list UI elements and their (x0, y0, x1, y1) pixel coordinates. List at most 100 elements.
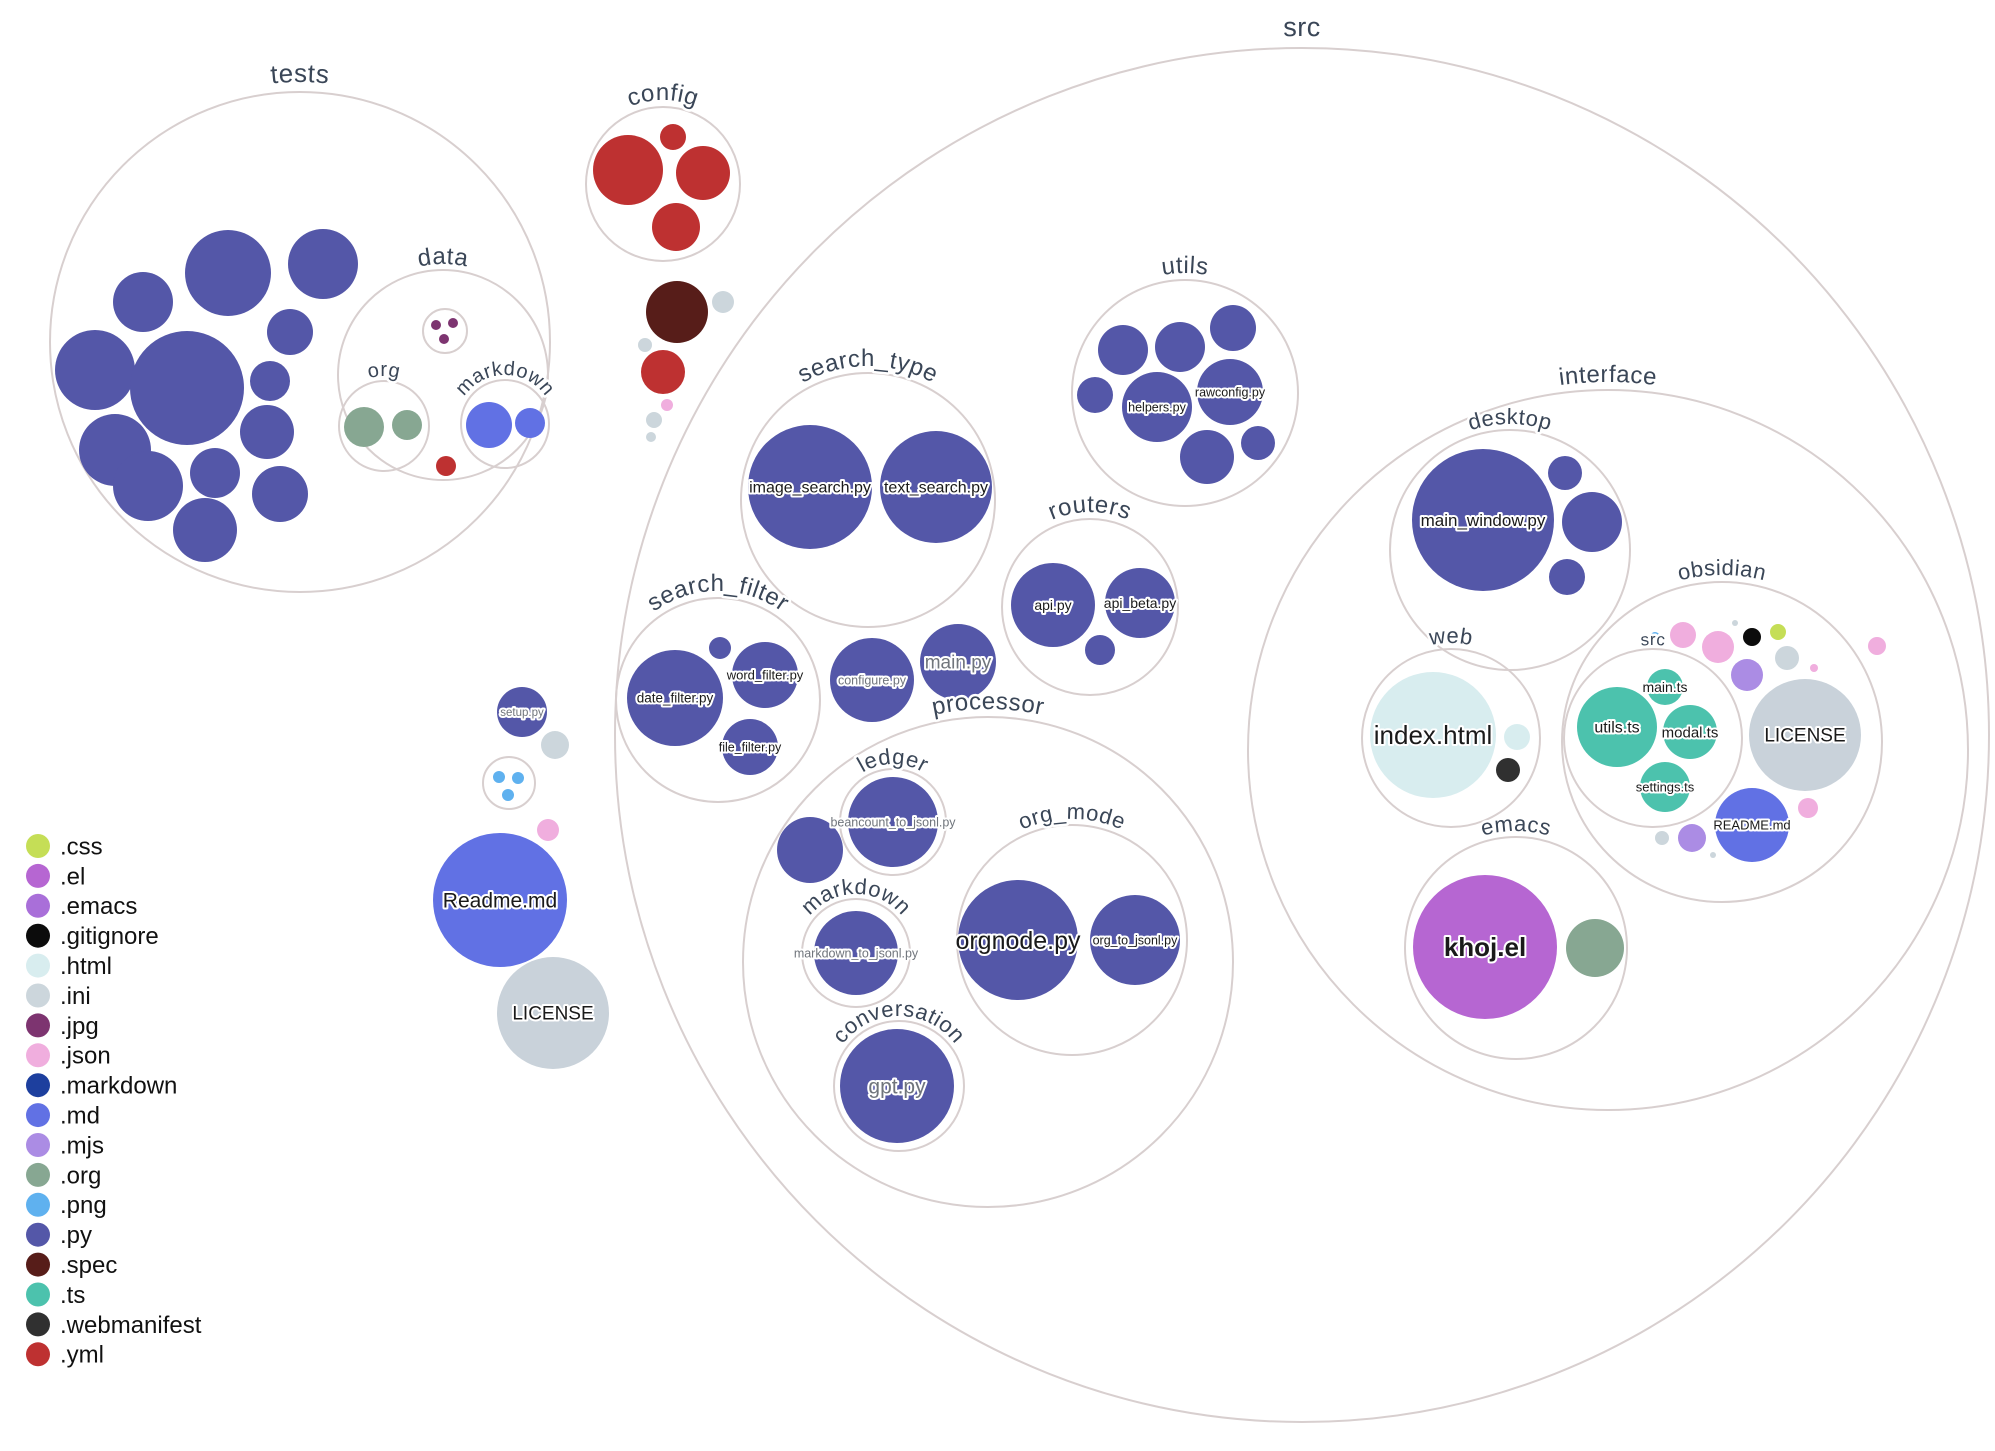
file--png-circle[interactable] (493, 771, 505, 783)
group-tests-circle[interactable] (49, 91, 551, 593)
file--gitignore-circle[interactable] (1743, 628, 1761, 646)
group-markdown-circle[interactable] (801, 898, 911, 1008)
file-image-search-py-circle[interactable] (748, 425, 872, 549)
file--org-circle[interactable] (392, 410, 422, 440)
group-search-type-circle[interactable] (740, 372, 996, 628)
file-khoj-el-circle[interactable] (1413, 875, 1557, 1019)
group-desktop-circle[interactable] (1389, 429, 1631, 671)
group-routers-circle[interactable] (1001, 518, 1179, 696)
group-search-filter-circle[interactable] (615, 597, 821, 803)
file--png-circle[interactable] (502, 789, 514, 801)
file-word-filter-py-circle[interactable] (732, 642, 798, 708)
file--py-circle[interactable] (1077, 377, 1113, 413)
file-org-to-jsonl-py-circle[interactable] (1090, 895, 1180, 985)
file-main-ts-circle[interactable] (1647, 669, 1683, 705)
file--yml-circle[interactable] (652, 203, 700, 251)
file-gpt-py-circle[interactable] (840, 1029, 954, 1143)
file-orgnode-py-circle[interactable] (958, 880, 1078, 1000)
group-unnamed-circle[interactable] (482, 756, 536, 810)
file--py-circle[interactable] (113, 272, 173, 332)
file--py-circle[interactable] (252, 466, 308, 522)
file-settings-ts-circle[interactable] (1640, 762, 1690, 812)
file-file-filter-py-circle[interactable] (722, 719, 778, 775)
file-api-beta-py-circle[interactable] (1105, 568, 1175, 638)
file-text-search-py-circle[interactable] (880, 431, 992, 543)
file--py-circle[interactable] (1098, 325, 1148, 375)
file--ini-circle[interactable] (646, 412, 662, 428)
file--py-circle[interactable] (288, 229, 358, 299)
file-rawconfig-py-circle[interactable] (1197, 359, 1263, 425)
file--ini-circle[interactable] (638, 338, 652, 352)
file--md-circle[interactable] (466, 402, 512, 448)
group-emacs-circle[interactable] (1404, 836, 1628, 1060)
file--md-circle[interactable] (515, 408, 545, 438)
group-src-circle[interactable] (1563, 648, 1743, 828)
file--json-circle[interactable] (661, 399, 673, 411)
file--py-circle[interactable] (267, 309, 313, 355)
file-modal-ts-circle[interactable] (1663, 705, 1717, 759)
group-interface-circle[interactable] (1247, 389, 1969, 1111)
file--mjs-circle[interactable] (1731, 659, 1763, 691)
file-utils-ts-circle[interactable] (1577, 687, 1657, 767)
file--yml-circle[interactable] (641, 350, 685, 394)
file--ini-circle[interactable] (1710, 852, 1716, 858)
file--py-circle[interactable] (55, 330, 135, 410)
file--py-circle[interactable] (1241, 426, 1275, 460)
file--yml-circle[interactable] (593, 135, 663, 205)
file--py-circle[interactable] (1548, 456, 1582, 490)
group-obsidian-circle[interactable] (1561, 581, 1883, 903)
file--json-circle[interactable] (1798, 798, 1818, 818)
file--py-circle[interactable] (1210, 305, 1256, 351)
file--webmanifest-circle[interactable] (1496, 758, 1520, 782)
file--ini-circle[interactable] (541, 731, 569, 759)
group-org-mode-circle[interactable] (956, 824, 1188, 1056)
group-utils-circle[interactable] (1071, 279, 1299, 507)
group-data-circle[interactable] (337, 269, 549, 481)
group-markdown-circle[interactable] (460, 379, 550, 469)
file--json-circle[interactable] (1868, 637, 1886, 655)
file-date-filter-py-circle[interactable] (627, 650, 723, 746)
file--py-circle[interactable] (777, 817, 843, 883)
file--py-circle[interactable] (1549, 559, 1585, 595)
group-src-circle[interactable] (614, 47, 1990, 1423)
file--ini-circle[interactable] (1732, 620, 1738, 626)
file--yml-circle[interactable] (436, 456, 456, 476)
file-license-circle[interactable] (497, 957, 609, 1069)
file--yml-circle[interactable] (676, 146, 730, 200)
file--spec-circle[interactable] (646, 281, 708, 343)
file--png-circle[interactable] (1650, 632, 1660, 642)
group-ledger-circle[interactable] (839, 768, 947, 876)
file--org-circle[interactable] (344, 407, 384, 447)
file--json-circle[interactable] (1702, 631, 1734, 663)
file--ini-circle[interactable] (712, 291, 734, 313)
file--py-circle[interactable] (113, 451, 183, 521)
file--py-circle[interactable] (1155, 322, 1205, 372)
file--py-circle[interactable] (709, 637, 731, 659)
file--mjs-circle[interactable] (1678, 824, 1706, 852)
file-helpers-py-circle[interactable] (1122, 372, 1192, 442)
file--py-circle[interactable] (1180, 430, 1234, 484)
file--yml-circle[interactable] (660, 124, 686, 150)
file-main-window-py-circle[interactable] (1412, 449, 1554, 591)
file--org-circle[interactable] (1566, 919, 1624, 977)
file--ini-circle[interactable] (1775, 646, 1799, 670)
file--json-circle[interactable] (537, 819, 559, 841)
file--json-circle[interactable] (1670, 622, 1696, 648)
file--jpg-circle[interactable] (431, 320, 441, 330)
file-index-html-circle[interactable] (1370, 672, 1496, 798)
file-readme-md-circle[interactable] (433, 833, 567, 967)
file--py-circle[interactable] (240, 405, 294, 459)
file--css-circle[interactable] (1770, 624, 1786, 640)
group-conversation-circle[interactable] (833, 1020, 965, 1152)
file--html-circle[interactable] (1504, 724, 1530, 750)
file--png-circle[interactable] (512, 772, 524, 784)
group-config-circle[interactable] (585, 106, 741, 262)
file-markdown-to-jsonl-py-circle[interactable] (814, 911, 898, 995)
file-api-py-circle[interactable] (1011, 563, 1095, 647)
file--py-circle[interactable] (173, 498, 237, 562)
group-processor-circle[interactable] (742, 716, 1234, 1208)
group-unnamed-circle[interactable] (422, 308, 468, 354)
file--py-circle[interactable] (190, 448, 240, 498)
file-beancount-to-jsonl-py-circle[interactable] (848, 777, 938, 867)
file-configure-py-circle[interactable] (830, 638, 914, 722)
